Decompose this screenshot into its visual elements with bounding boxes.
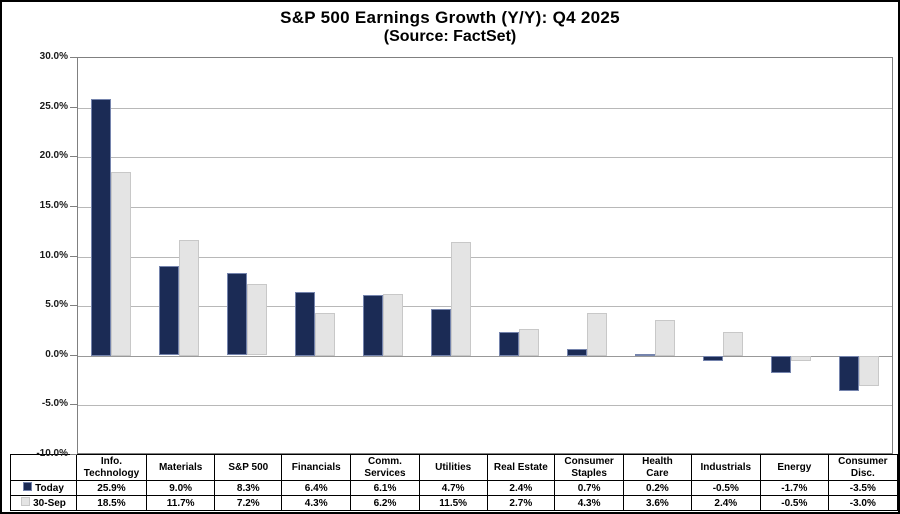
table-value-cell: 2.7% xyxy=(486,495,556,511)
bar-today-materials xyxy=(159,266,179,355)
bar-30sep-energy xyxy=(791,356,811,361)
legend-swatch-30sep xyxy=(21,497,31,507)
y-axis-label: 25.0% xyxy=(39,101,68,112)
zero-line xyxy=(78,356,892,357)
table-value-cell: -0.5% xyxy=(690,480,761,496)
table-value-cell: 0.2% xyxy=(623,480,692,496)
bar-today-utilities xyxy=(431,309,451,356)
bar-30sep-materials xyxy=(179,240,199,356)
bar-today-real-estate xyxy=(499,332,519,356)
gridline xyxy=(78,257,892,258)
table-value-cell: 9.0% xyxy=(145,480,216,496)
table-value-cell: 6.4% xyxy=(281,480,352,496)
table-value-cell: 11.7% xyxy=(145,495,216,511)
legend-cell-30sep: 30-Sep xyxy=(9,495,78,511)
bar-30sep-comm-services xyxy=(383,294,403,356)
legend-swatch-today xyxy=(23,482,33,492)
bar-30sep-utilities xyxy=(451,242,471,356)
table-corner-cell xyxy=(9,454,78,481)
table-value-cell: 2.4% xyxy=(690,495,761,511)
y-axis-label: 10.0% xyxy=(39,250,68,261)
bar-today-health-care xyxy=(635,354,655,356)
y-axis-tick xyxy=(70,107,77,108)
legend-label: 30-Sep xyxy=(33,497,66,509)
gridline xyxy=(78,108,892,109)
y-axis-label: 0.0% xyxy=(45,349,68,360)
data-table: Info. Technology Materials S&P 500 Financia… xyxy=(9,454,898,511)
table-header-s-p-500: S&P 500 xyxy=(214,454,283,481)
table-value-cell: 6.2% xyxy=(350,495,420,511)
table-value-cell: 4.7% xyxy=(418,480,488,496)
y-axis-tick xyxy=(70,206,77,207)
bar-30sep-s-p-500 xyxy=(247,284,267,355)
table-value-cell: -3.5% xyxy=(827,480,898,496)
y-axis-label: -10.0% xyxy=(36,448,68,459)
y-axis-tick xyxy=(70,404,77,405)
bar-today-financials xyxy=(295,292,315,356)
bar-30sep-health-care xyxy=(655,320,675,356)
bar-today-consumer-disc- xyxy=(839,356,859,391)
table-header-financials: Financials xyxy=(281,454,352,481)
y-axis-label: -5.0% xyxy=(41,398,68,409)
chart-subtitle: (Source: FactSet) xyxy=(383,28,517,45)
y-axis-label: 5.0% xyxy=(45,299,68,310)
table-header-energy: Energy xyxy=(759,454,829,481)
bar-30sep-consumer-disc- xyxy=(859,356,879,386)
bar-today-consumer-staples xyxy=(567,349,587,356)
bar-30sep-info-technology xyxy=(111,172,131,356)
legend-cell-today: Today xyxy=(9,480,78,496)
bar-30sep-financials xyxy=(315,313,335,356)
bar-30sep-real-estate xyxy=(519,329,539,356)
y-axis-tick xyxy=(70,256,77,257)
plot-area xyxy=(77,57,893,454)
table-header-consumer-disc-: Consumer Disc. xyxy=(827,454,898,481)
bar-today-s-p-500 xyxy=(227,273,247,355)
gridline xyxy=(78,306,892,307)
bar-30sep-consumer-staples xyxy=(587,313,607,356)
table-value-cell: 11.5% xyxy=(418,495,488,511)
y-axis-tick xyxy=(70,454,77,455)
table-value-cell: 25.9% xyxy=(76,480,147,496)
table-value-cell: -3.0% xyxy=(827,495,898,511)
table-value-cell: 2.4% xyxy=(486,480,556,496)
table-value-cell: 4.3% xyxy=(553,495,625,511)
y-axis-tick xyxy=(70,355,77,356)
y-axis-tick xyxy=(70,156,77,157)
table-value-cell: 4.3% xyxy=(281,495,352,511)
table-value-cell: 0.7% xyxy=(553,480,625,496)
table-header-comm-services: Comm. Services xyxy=(350,454,420,481)
table-header-real-estate: Real Estate xyxy=(486,454,556,481)
bar-today-info-technology xyxy=(91,99,111,356)
table-header-info-technology: Info. Technology xyxy=(76,454,147,481)
bar-today-industrials xyxy=(703,356,723,361)
table-value-cell: -1.7% xyxy=(759,480,829,496)
table-value-cell: 18.5% xyxy=(76,495,147,511)
y-axis-tick xyxy=(70,57,77,58)
bar-30sep-industrials xyxy=(723,332,743,356)
y-axis-label: 30.0% xyxy=(39,51,68,62)
table-value-cell: 8.3% xyxy=(214,480,283,496)
y-axis-label: 20.0% xyxy=(39,150,68,161)
gridline xyxy=(78,157,892,158)
y-axis-label: 15.0% xyxy=(39,200,68,211)
table-value-cell: -0.5% xyxy=(759,495,829,511)
bar-today-energy xyxy=(771,356,791,373)
table-header-utilities: Utilities xyxy=(418,454,488,481)
table-header-health-care: Health Care xyxy=(623,454,692,481)
gridline xyxy=(78,207,892,208)
table-value-cell: 7.2% xyxy=(214,495,283,511)
table-header-industrials: Industrials xyxy=(690,454,761,481)
gridline xyxy=(78,405,892,406)
chart-title: S&P 500 Earnings Growth (Y/Y): Q4 2025 xyxy=(280,8,620,27)
legend-label: Today xyxy=(35,482,64,494)
table-header-consumer-staples: Consumer Staples xyxy=(553,454,625,481)
table-header-materials: Materials xyxy=(145,454,216,481)
table-value-cell: 3.6% xyxy=(623,495,692,511)
table-value-cell: 6.1% xyxy=(350,480,420,496)
bar-today-comm-services xyxy=(363,295,383,356)
y-axis-tick xyxy=(70,305,77,306)
